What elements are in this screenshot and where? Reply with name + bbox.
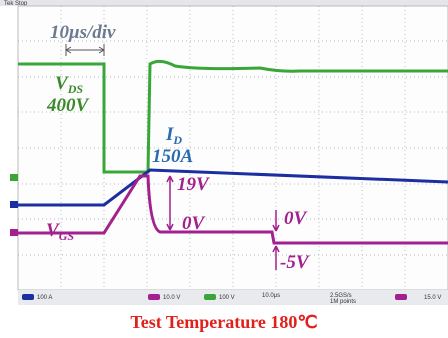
readout: 10.0 V	[163, 295, 180, 301]
vgs-on-label: 19V	[177, 174, 210, 195]
channel-chip	[148, 294, 160, 300]
channel-marker	[10, 174, 18, 181]
vgs-subscript: GS	[59, 229, 75, 243]
vds-subscript: DS	[67, 82, 84, 96]
readout: 15.0 V	[424, 295, 441, 301]
vgs-off-label: 0V	[182, 213, 206, 234]
id-subscript: D	[172, 133, 182, 147]
channel-marker	[10, 229, 18, 236]
top-bar	[0, 0, 448, 6]
vgs-off-label-2: 0V	[284, 208, 308, 229]
readout: 10.0μs	[262, 293, 280, 299]
vds-value: 400V	[46, 95, 90, 116]
readout: 1M points	[330, 299, 356, 305]
readout: 100 V	[219, 295, 235, 301]
channel-marker	[10, 201, 18, 208]
time-scale: 10μs/div	[50, 22, 116, 43]
id-value: 150A	[152, 146, 193, 167]
channel-chip	[204, 294, 216, 300]
figure: Tek Stop 10μs/div VDS 400V ID 150A VGS 1…	[0, 0, 448, 338]
caption: Test Temperature 180℃	[130, 312, 317, 332]
readout: 100 A	[37, 295, 52, 301]
channel-chip	[22, 294, 34, 300]
channel-chip	[395, 294, 407, 300]
vgs-neg-label: -5V	[280, 252, 310, 273]
